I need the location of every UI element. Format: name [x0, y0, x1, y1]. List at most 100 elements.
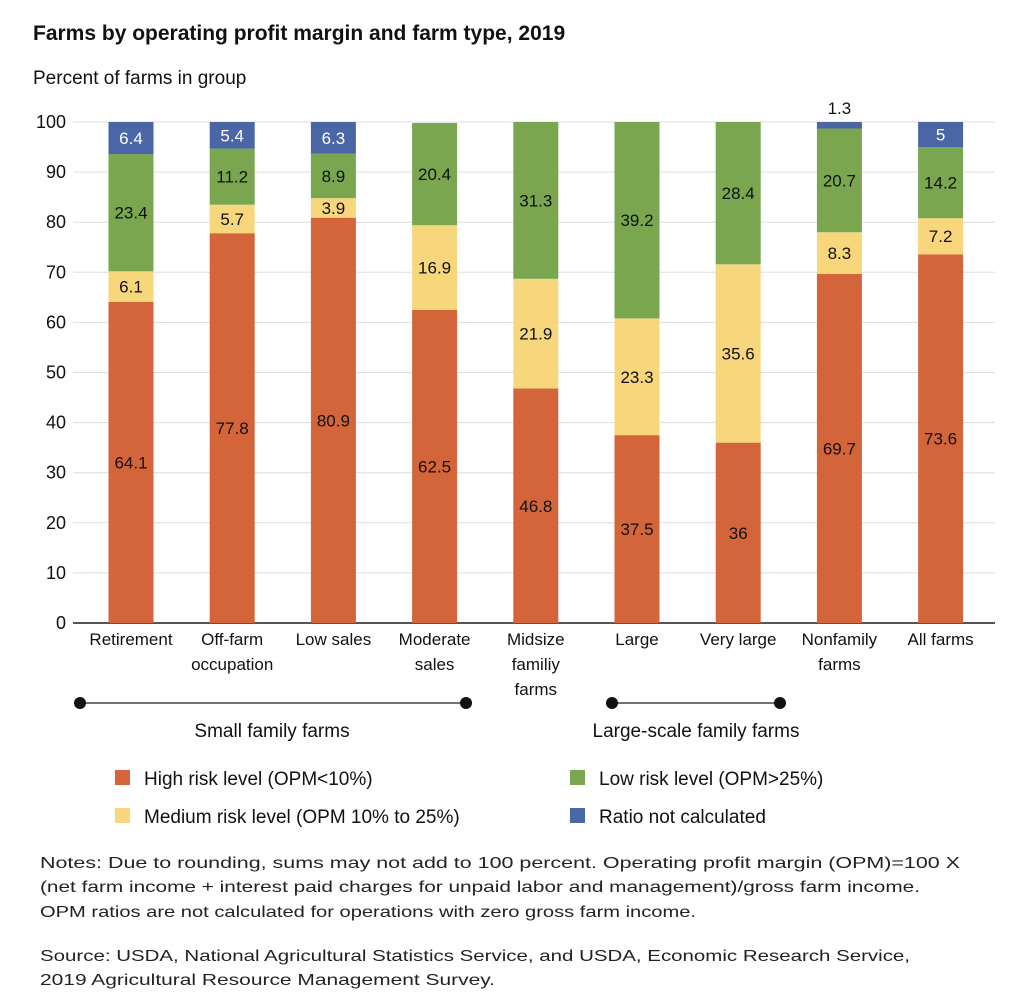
- group-label: Large-scale family farms: [593, 721, 800, 742]
- bar-segment: [715, 264, 761, 443]
- legend: High risk level (OPM<10%) Medium risk lev…: [115, 769, 823, 828]
- bar-segment: [108, 301, 154, 623]
- x-tick-label: Low sales: [296, 630, 372, 649]
- source-line: Source: USDA, National Agricultural Stat…: [40, 948, 910, 965]
- group-brackets: Small family farms Large-scale family far…: [74, 697, 799, 742]
- data-label: 6.3: [322, 129, 346, 148]
- y-tick-label: 100: [36, 112, 66, 132]
- x-tick-label: Retirement: [89, 630, 172, 649]
- legend-label: High risk level (OPM<10%): [144, 769, 373, 790]
- data-label: 73.6: [924, 430, 957, 449]
- group-bracket-end: [74, 697, 86, 709]
- y-tick-label: 30: [46, 463, 66, 483]
- data-label: 36: [729, 524, 748, 543]
- bar-segment: [412, 309, 458, 623]
- bar-segment: [310, 217, 356, 624]
- group-bracket-end: [460, 697, 472, 709]
- data-label: 69.7: [823, 439, 856, 458]
- data-label: 14.2: [924, 174, 957, 193]
- bar-segment: [108, 271, 154, 302]
- bar-segment: [513, 388, 559, 623]
- data-label: 20.7: [823, 171, 856, 190]
- x-tick-label: farms: [515, 680, 558, 699]
- bar-segment: [614, 435, 660, 623]
- bar-segment: [816, 122, 862, 129]
- data-label: 62.5: [418, 457, 451, 476]
- bar-segment: [614, 318, 660, 436]
- notes: Notes: Due to rounding, sums may not add…: [40, 855, 960, 989]
- y-tick-label: 80: [46, 212, 66, 232]
- y-axis-label: Percent of farms in group: [33, 68, 246, 89]
- data-label: 7.2: [929, 227, 953, 246]
- y-tick-label: 0: [56, 613, 66, 633]
- bar-segment: [209, 204, 255, 234]
- data-label: 8.3: [828, 244, 852, 263]
- bar-segment: [412, 123, 458, 226]
- x-axis-labels: Retirement Off-farm occupation Low sales Mod…: [89, 630, 973, 699]
- bar-segment: [209, 233, 255, 624]
- bar-segment: [209, 148, 255, 205]
- bar-segment: [209, 122, 255, 149]
- note-line: OPM ratios are not calculated for operat…: [40, 904, 696, 921]
- group-bracket-end: [774, 697, 786, 709]
- y-tick-label: 90: [46, 162, 66, 182]
- bar-segment: [513, 278, 559, 389]
- chart-title: Farms by operating profit margin and far…: [33, 22, 565, 45]
- legend-swatch: [115, 808, 130, 823]
- y-tick-label: 10: [46, 563, 66, 583]
- bar-segment: [715, 122, 761, 265]
- bar-segment: [918, 254, 964, 623]
- bar-segment: [310, 153, 356, 199]
- x-tick-label: Very large: [700, 630, 777, 649]
- bars: 64.1 6.1 23.4 6.4 77.8 5.7 11.2 5.4 80.9 3.9 8.9 6.…: [108, 99, 964, 624]
- x-tick-label: Midsize: [507, 630, 565, 649]
- bar-segment: [108, 122, 154, 155]
- note-line: (net farm income + interest paid charges…: [40, 879, 920, 896]
- bar-segment: [412, 225, 458, 310]
- data-label: 6.1: [119, 278, 143, 297]
- legend-label: Ratio not calculated: [599, 807, 766, 828]
- source-line: 2019 Agricultural Resource Management Su…: [40, 972, 495, 989]
- bar-segment: [513, 122, 559, 279]
- group-label: Small family farms: [194, 721, 349, 742]
- x-tick-label: Moderate: [399, 630, 471, 649]
- bar-segment: [918, 122, 964, 148]
- data-label: 11.2: [216, 168, 248, 187]
- data-label: 5.4: [220, 126, 244, 145]
- data-label: 3.9: [322, 199, 346, 218]
- legend-swatch: [570, 770, 585, 785]
- bar-segment: [918, 218, 964, 255]
- data-label: 39.2: [620, 211, 653, 230]
- legend-label: Medium risk level (OPM 10% to 25%): [144, 807, 460, 828]
- data-label: 77.8: [216, 419, 249, 438]
- y-tick-label: 50: [46, 363, 66, 383]
- y-tick-label: 70: [46, 262, 66, 282]
- bar-segment: [918, 147, 964, 219]
- x-tick-label: occupation: [191, 655, 273, 674]
- x-tick-label: Large: [615, 630, 658, 649]
- bar-segment: [108, 154, 154, 272]
- y-tick-label: 40: [46, 413, 66, 433]
- y-tick-label: 20: [46, 513, 66, 533]
- bar-segment: [614, 122, 660, 319]
- data-label: 80.9: [317, 411, 350, 430]
- x-tick-label: All farms: [908, 630, 974, 649]
- x-tick-label: familiy: [512, 655, 561, 674]
- data-label: 20.4: [418, 165, 451, 184]
- data-label: 35.6: [722, 344, 755, 363]
- legend-label: Low risk level (OPM>25%): [599, 769, 823, 790]
- bar-segment: [715, 442, 761, 623]
- data-label: 1.3: [828, 99, 852, 118]
- note-line: Notes: Due to rounding, sums may not add…: [40, 855, 960, 872]
- data-label: 46.8: [519, 497, 552, 516]
- data-label: 6.4: [119, 129, 143, 148]
- data-label: 37.5: [620, 520, 653, 539]
- group-bracket-end: [606, 697, 618, 709]
- x-tick-label: Nonfamily: [802, 630, 878, 649]
- data-label: 16.9: [418, 259, 451, 278]
- bar-segment: [310, 122, 356, 154]
- bar-segment: [816, 128, 862, 233]
- data-label: 64.1: [114, 453, 147, 472]
- y-tick-label: 60: [46, 312, 66, 332]
